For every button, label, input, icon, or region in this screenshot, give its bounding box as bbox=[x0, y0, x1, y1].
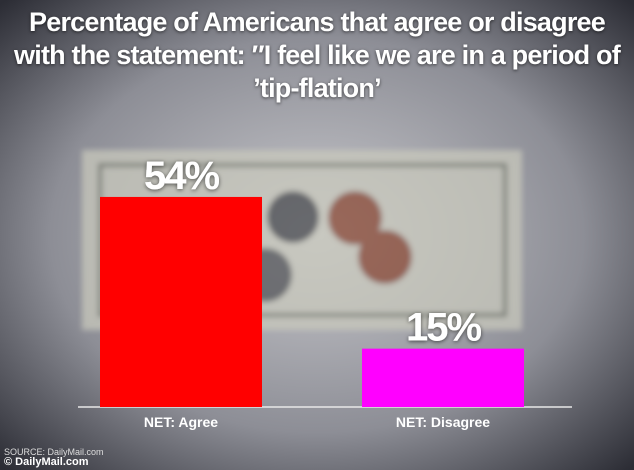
x-tick-label: NET: Agree bbox=[144, 414, 218, 430]
watermark: © DailyMail.com bbox=[4, 456, 89, 468]
chart-title: Percentage of Americans that agree or di… bbox=[14, 7, 621, 103]
value-label: 15% bbox=[406, 306, 481, 350]
x-tick-label: NET: Disagree bbox=[396, 414, 490, 430]
value-label: 54% bbox=[144, 154, 219, 198]
bar bbox=[100, 196, 262, 407]
bar bbox=[362, 348, 524, 407]
source: SOURCE: DailyMail.com bbox=[4, 447, 104, 457]
